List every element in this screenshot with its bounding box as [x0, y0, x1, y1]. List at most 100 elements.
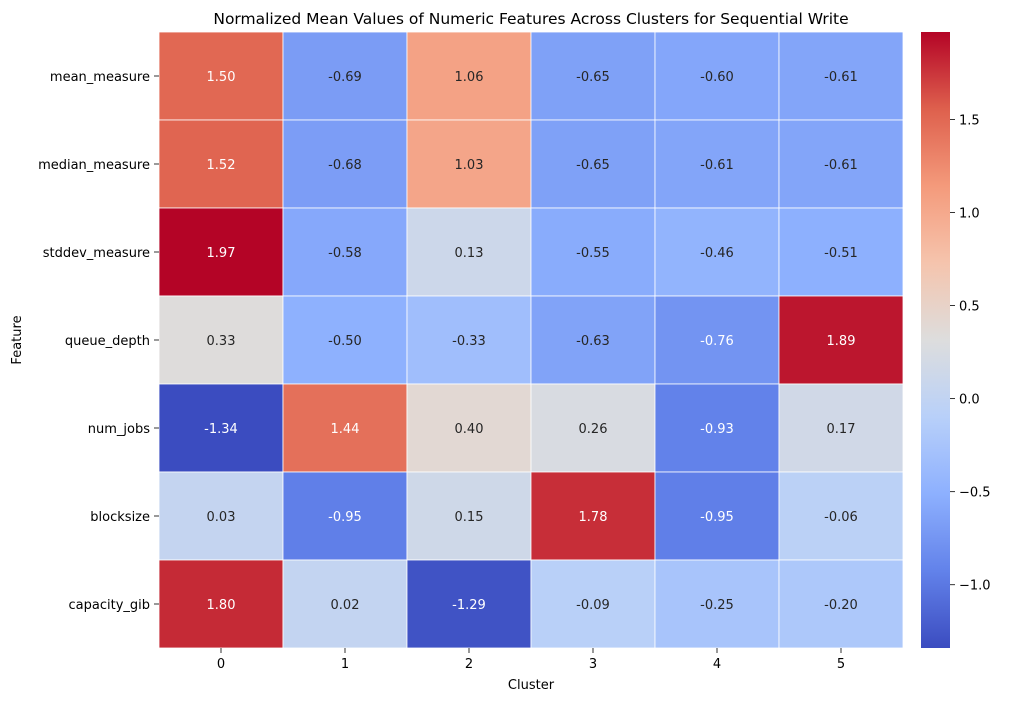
- heatmap-cell: [778, 559, 904, 649]
- colorbar-tick-label: 1.0: [959, 207, 980, 222]
- y-axis-ticks: mean_measure median_measure stddev_measure…: [38, 70, 159, 613]
- heatmap-cell: [406, 207, 532, 297]
- heatmap-cell: [530, 207, 656, 297]
- y-tick-label: median_measure: [38, 158, 150, 173]
- heatmap-cell: [654, 207, 780, 297]
- y-tick-label: mean_measure: [50, 70, 150, 85]
- cell-value-label: 1.03: [455, 158, 484, 173]
- heatmap-cells: 1.50 -0.69 1.06 -0.65 -0.60 -0.61 1.52 -0.68 1.0…: [158, 31, 904, 649]
- colorbar-ticks: 1.5 1.0 0.5 0.0 −0.5 −1.0: [950, 113, 991, 594]
- cell-value-label: -0.51: [824, 246, 858, 261]
- y-tick-label: queue_depth: [65, 334, 150, 349]
- cell-value-label: 0.03: [207, 510, 236, 525]
- cell-value-label: 1.80: [207, 598, 236, 613]
- heatmap-cell: [530, 31, 656, 121]
- colorbar-tick-label: 0.5: [959, 300, 980, 315]
- heatmap-cell: [406, 31, 532, 121]
- heatmap-cell: [778, 31, 904, 121]
- x-tick-label: 5: [837, 657, 845, 672]
- y-tick-label: capacity_gib: [69, 598, 151, 613]
- heatmap-cell: [530, 295, 656, 385]
- heatmap-cell: [158, 31, 284, 121]
- cell-value-label: -1.34: [204, 422, 238, 437]
- colorbar-tick-label: −1.0: [959, 579, 991, 594]
- cell-value-label: 1.06: [455, 70, 484, 85]
- heatmap-cell: [282, 119, 408, 209]
- cell-value-label: 0.02: [331, 598, 360, 613]
- heatmap-cell: [530, 383, 656, 473]
- cell-value-label: 0.26: [579, 422, 608, 437]
- cell-value-label: 1.52: [207, 158, 236, 173]
- cell-value-label: -0.68: [328, 158, 362, 173]
- colorbar: [921, 32, 950, 648]
- cell-value-label: -0.60: [700, 70, 734, 85]
- heatmap-cell: [158, 471, 284, 561]
- heatmap-cell: [654, 31, 780, 121]
- y-tick-label: blocksize: [90, 510, 150, 525]
- x-axis-ticks: 0 1 2 3 4 5: [217, 648, 845, 672]
- heatmap-cell: [282, 295, 408, 385]
- cell-value-label: -0.50: [328, 334, 362, 349]
- heatmap-cell: [778, 471, 904, 561]
- x-tick-label: 4: [713, 657, 721, 672]
- colorbar-tick-label: 1.5: [959, 113, 980, 128]
- cell-value-label: -0.46: [700, 246, 734, 261]
- cell-value-label: -0.09: [576, 598, 610, 613]
- cell-value-label: -0.06: [824, 510, 858, 525]
- heatmap-cell: [778, 119, 904, 209]
- cell-value-label: 0.40: [455, 422, 484, 437]
- cell-value-label: -0.95: [328, 510, 362, 525]
- heatmap-cell: [654, 471, 780, 561]
- cell-value-label: -0.69: [328, 70, 362, 85]
- cell-value-label: 1.78: [579, 510, 608, 525]
- cell-value-label: -0.65: [576, 158, 610, 173]
- heatmap-cell: [654, 295, 780, 385]
- cell-value-label: -0.63: [576, 334, 610, 349]
- cell-value-label: -0.61: [700, 158, 734, 173]
- cell-value-label: -0.95: [700, 510, 734, 525]
- heatmap-cell: [778, 295, 904, 385]
- cell-value-label: 0.33: [207, 334, 236, 349]
- cell-value-label: 0.15: [455, 510, 484, 525]
- y-tick-label: stddev_measure: [43, 246, 150, 261]
- cell-value-label: 1.89: [827, 334, 856, 349]
- x-tick-label: 0: [217, 657, 225, 672]
- heatmap-cell: [530, 559, 656, 649]
- cell-value-label: -0.65: [576, 70, 610, 85]
- x-axis-label: Cluster: [508, 678, 555, 693]
- heatmap-cell: [158, 383, 284, 473]
- y-axis-label: Feature: [10, 315, 25, 364]
- heatmap-cell: [530, 119, 656, 209]
- y-tick-label: num_jobs: [88, 422, 150, 437]
- heatmap-cell: [406, 383, 532, 473]
- cell-value-label: -0.25: [700, 598, 734, 613]
- heatmap-cell: [282, 31, 408, 121]
- x-tick-label: 2: [465, 657, 473, 672]
- cell-value-label: -0.20: [824, 598, 858, 613]
- cell-value-label: 0.17: [827, 422, 856, 437]
- heatmap-cell: [282, 559, 408, 649]
- heatmap-cell: [406, 559, 532, 649]
- x-tick-label: 1: [341, 657, 349, 672]
- heatmap-cell: [158, 559, 284, 649]
- heatmap-cell: [406, 295, 532, 385]
- cell-value-label: -0.58: [328, 246, 362, 261]
- heatmap-cell: [778, 207, 904, 297]
- cell-value-label: 1.44: [331, 422, 360, 437]
- cell-value-label: -0.61: [824, 158, 858, 173]
- chart-title: Normalized Mean Values of Numeric Featur…: [213, 10, 848, 28]
- cell-value-label: -0.76: [700, 334, 734, 349]
- heatmap-cell: [158, 295, 284, 385]
- cell-value-label: -0.33: [452, 334, 486, 349]
- heatmap-cell: [778, 383, 904, 473]
- x-tick-label: 3: [589, 657, 597, 672]
- cell-value-label: 0.13: [455, 246, 484, 261]
- colorbar-tick-label: −0.5: [959, 486, 991, 501]
- colorbar-tick-label: 0.0: [959, 393, 980, 408]
- heatmap-cell: [654, 383, 780, 473]
- heatmap-cell: [158, 207, 284, 297]
- cell-value-label: -1.29: [452, 598, 486, 613]
- cell-value-label: -0.93: [700, 422, 734, 437]
- cell-value-label: 1.50: [207, 70, 236, 85]
